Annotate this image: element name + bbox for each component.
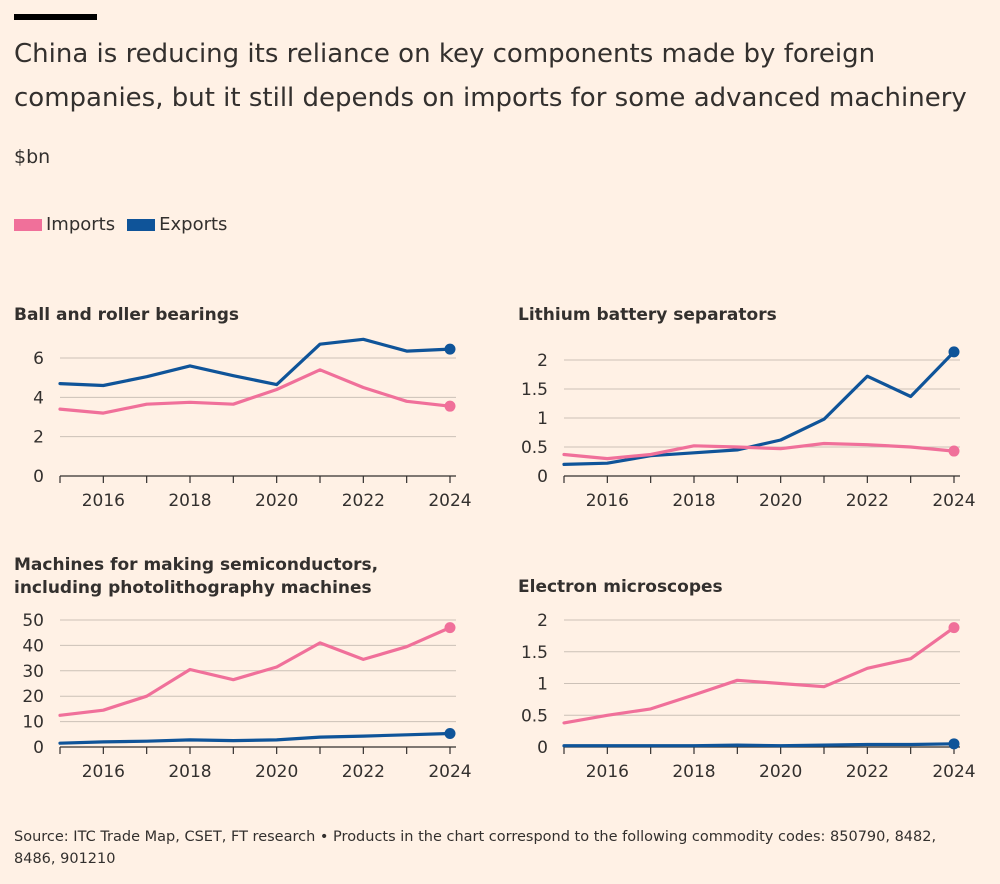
x-tick-label-electron-microscopes: 2018 [672,762,715,782]
units-label: $bn [14,146,51,168]
y-tick-label-semiconductor-machines: 40 [22,636,44,656]
panel-title-semiconductor-machines: Machines for making semiconductors, incl… [14,555,379,598]
panel-title-electron-microscopes: Electron microscopes [518,577,723,597]
y-tick-label-bearings: 0 [33,467,44,487]
legend-swatch-imports [14,218,42,231]
x-tick-label-bearings: 2016 [82,491,125,511]
y-tick-label-electron-microscopes: 1.5 [521,643,548,663]
end-point-exports-electron-microscopes [948,738,960,750]
legend-swatch-exports [127,218,156,231]
x-tick-label-battery-separators: 2016 [586,491,629,511]
y-tick-label-battery-separators: 0.5 [521,438,548,458]
series-line-imports-electron-microscopes [562,625,956,725]
x-tick-label-battery-separators: 2022 [846,491,889,511]
y-tick-label-battery-separators: 1.5 [521,380,548,400]
legend-label-exports: Exports [159,214,228,235]
y-tick-label-battery-separators: 1 [537,409,548,429]
end-point-imports-battery-separators [948,445,960,457]
series-line-imports-semiconductor-machines [58,625,452,717]
end-point-imports-electron-microscopes [948,622,960,634]
y-tick-label-electron-microscopes: 0.5 [521,706,548,726]
y-tick-label-bearings: 6 [33,349,44,369]
y-tick-label-battery-separators: 2 [537,351,548,371]
x-tick-label-bearings: 2018 [168,491,211,511]
x-tick-label-battery-separators: 2020 [759,491,802,511]
end-point-imports-bearings [444,400,456,412]
legend-item-exports: Exports [127,214,227,235]
series-line-exports-bearings [58,337,452,388]
series-line-imports-bearings [58,368,452,415]
series-line-exports-semiconductor-machines [58,731,452,745]
x-tick-label-semiconductor-machines: 2024 [428,762,471,782]
x-tick-label-electron-microscopes: 2022 [846,762,889,782]
y-tick-label-electron-microscopes: 1 [537,675,548,695]
y-tick-label-semiconductor-machines: 20 [22,687,44,707]
source-note: Source: ITC Trade Map, CSET, FT research… [14,829,937,867]
x-tick-label-semiconductor-machines: 2022 [342,762,385,782]
x-tick-label-semiconductor-machines: 2016 [82,762,125,782]
x-tick-label-semiconductor-machines: 2020 [255,762,298,782]
series-line-exports-battery-separators [562,350,956,466]
x-tick-label-electron-microscopes: 2024 [932,762,975,782]
chart-title: China is reducing its reliance on key co… [14,39,967,113]
y-tick-label-semiconductor-machines: 10 [22,713,44,733]
y-tick-label-semiconductor-machines: 30 [22,662,44,682]
x-tick-label-electron-microscopes: 2020 [759,762,802,782]
x-tick-label-battery-separators: 2024 [932,491,975,511]
x-tick-label-electron-microscopes: 2016 [586,762,629,782]
y-tick-label-electron-microscopes: 0 [537,738,548,758]
legend-item-imports: Imports [14,214,115,235]
x-tick-label-battery-separators: 2018 [672,491,715,511]
series-line-exports-electron-microscopes [562,742,956,748]
x-tick-label-semiconductor-machines: 2018 [168,762,211,782]
panel-title-bearings: Ball and roller bearings [14,305,239,325]
legend: Imports Exports [14,214,239,235]
legend-label-imports: Imports [46,214,116,235]
end-point-exports-bearings [444,343,456,355]
end-point-exports-battery-separators [948,346,960,358]
end-point-exports-semiconductor-machines [444,728,456,740]
series-line-imports-battery-separators [562,441,956,461]
y-tick-label-battery-separators: 0 [537,467,548,487]
y-tick-label-bearings: 4 [33,388,44,408]
x-tick-label-bearings: 2024 [428,491,471,511]
y-tick-label-electron-microscopes: 2 [537,611,548,631]
end-point-imports-semiconductor-machines [444,622,456,634]
header-accent-bar [14,14,97,20]
x-tick-label-bearings: 2022 [342,491,385,511]
x-tick-label-bearings: 2020 [255,491,298,511]
y-tick-label-bearings: 2 [33,428,44,448]
panel-title-battery-separators: Lithium battery separators [518,305,777,325]
y-tick-label-semiconductor-machines: 50 [22,611,44,631]
y-tick-label-semiconductor-machines: 0 [33,738,44,758]
